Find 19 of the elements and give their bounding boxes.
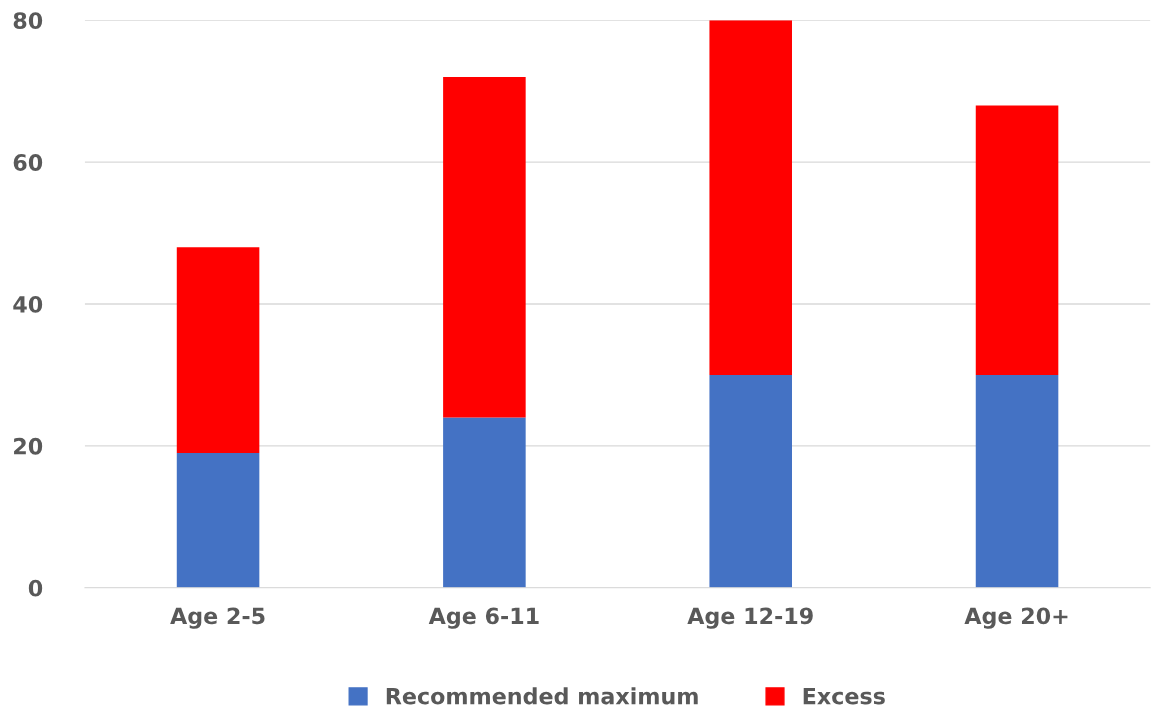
- y-tick-label: 20: [14, 437, 43, 455]
- y-tick-label: 0: [28, 579, 43, 597]
- bar: [709, 374, 792, 588]
- legend-label: Excess: [803, 687, 885, 705]
- y-tick-label: 80: [13, 12, 43, 29]
- bar: [443, 417, 526, 588]
- bar: [709, 20, 792, 375]
- y-tick-label: 60: [13, 154, 43, 171]
- x-tick-label: Age 2-5: [170, 607, 265, 629]
- bar: [975, 105, 1059, 375]
- x-tick-label: Age 20+: [964, 607, 1068, 629]
- y-tick-label: 40: [13, 295, 43, 313]
- bar: [176, 247, 260, 453]
- legend-label: Recommended maximum: [386, 687, 698, 705]
- x-tick-label: Age 6-11: [428, 607, 539, 629]
- bar: [975, 374, 1059, 588]
- x-tick-label: Age 12-19: [687, 607, 813, 629]
- bar: [176, 453, 260, 588]
- bar: [443, 77, 526, 418]
